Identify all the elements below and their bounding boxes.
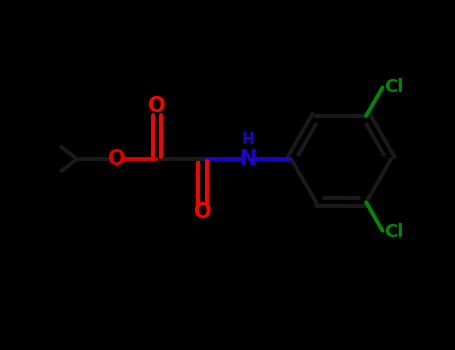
Text: H: H bbox=[242, 133, 254, 147]
Text: O: O bbox=[148, 96, 166, 116]
Text: Cl: Cl bbox=[384, 223, 403, 241]
Text: N: N bbox=[239, 149, 257, 169]
Text: Cl: Cl bbox=[384, 78, 403, 96]
Text: O: O bbox=[194, 202, 211, 222]
Text: O: O bbox=[108, 149, 126, 169]
